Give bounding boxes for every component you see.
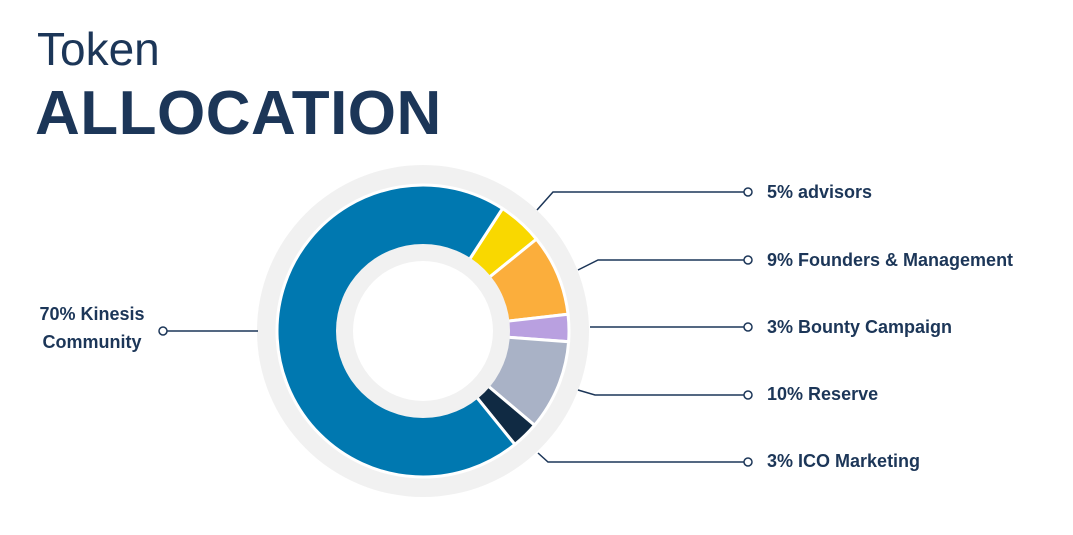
leader-line xyxy=(577,259,748,271)
category-label: advisors xyxy=(798,182,873,202)
slice-label: 70% Kinesis Community xyxy=(27,300,157,356)
value-label: 5% xyxy=(767,182,794,202)
leader-line xyxy=(577,389,748,396)
category-label: ICO Marketing xyxy=(798,451,921,471)
hole xyxy=(353,261,493,401)
category-label: Bounty Campaign xyxy=(798,317,953,337)
slice-label: 10% Reserve xyxy=(767,380,878,408)
slice-label: 5% advisors xyxy=(767,178,872,206)
leader-dot xyxy=(743,187,753,197)
value-label: 70% xyxy=(39,304,76,324)
leader-dot xyxy=(743,457,753,467)
leader-dot xyxy=(743,390,753,400)
value-label: 3% xyxy=(767,317,794,337)
value-label: 3% xyxy=(767,451,794,471)
value-label: 10% xyxy=(767,384,804,404)
leader-dot xyxy=(158,326,168,336)
category-label: Founders & Management xyxy=(798,250,1014,270)
chart-title: Token xyxy=(37,23,160,75)
category-label: Kinesis Community xyxy=(42,304,145,352)
leaders xyxy=(158,187,753,467)
category-label: Reserve xyxy=(808,384,879,404)
value-label: 9% xyxy=(767,250,794,270)
leader-dot xyxy=(743,255,753,265)
leader-line xyxy=(537,452,748,463)
leader-line xyxy=(536,191,748,211)
slice-label: 3% Bounty Campaign xyxy=(767,313,952,341)
slice-label: 9% Founders & Management xyxy=(767,246,1013,274)
slice-label: 3% ICO Marketing xyxy=(767,447,920,475)
chart-subtitle: ALLOCATION xyxy=(35,79,442,148)
leader-dot xyxy=(743,322,753,332)
